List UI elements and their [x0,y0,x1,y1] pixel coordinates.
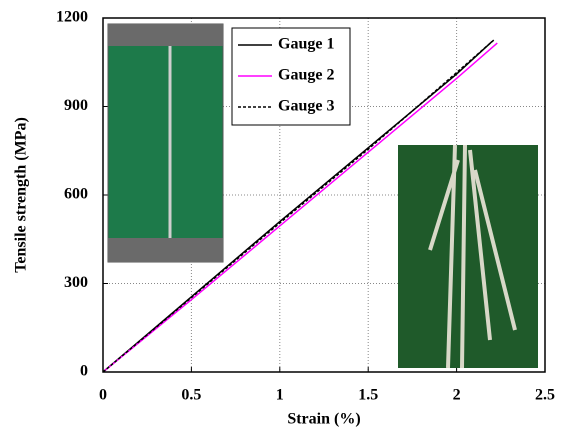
x-tick-label: 1 [276,387,284,404]
x-tick-label: 0.5 [181,387,201,404]
inset-photo [398,145,538,368]
x-tick-label: 2.5 [535,387,555,404]
legend-label: Gauge 2 [278,67,334,84]
legend-label: Gauge 1 [278,36,334,53]
inset-photo [108,24,223,262]
x-axis-label: Strain (%) [287,411,360,428]
y-tick-label: 600 [64,186,88,203]
x-tick-label: 0 [99,387,107,404]
y-tick-label: 300 [64,274,88,291]
y-tick-label: 1200 [56,9,88,26]
legend-label: Gauge 3 [278,98,334,115]
y-tick-label: 0 [80,363,88,380]
y-axis-label: Tensile strength (MPa) [13,117,30,273]
inset-photo-frame [108,24,223,46]
inset-photo-frame [108,238,223,262]
x-tick-label: 1.5 [358,387,378,404]
y-tick-label: 900 [64,97,88,114]
chart: Strain (%) Tensile strength (MPa) 0 0.5 1 1… [0,0,569,432]
x-tick-label: 2 [453,387,461,404]
